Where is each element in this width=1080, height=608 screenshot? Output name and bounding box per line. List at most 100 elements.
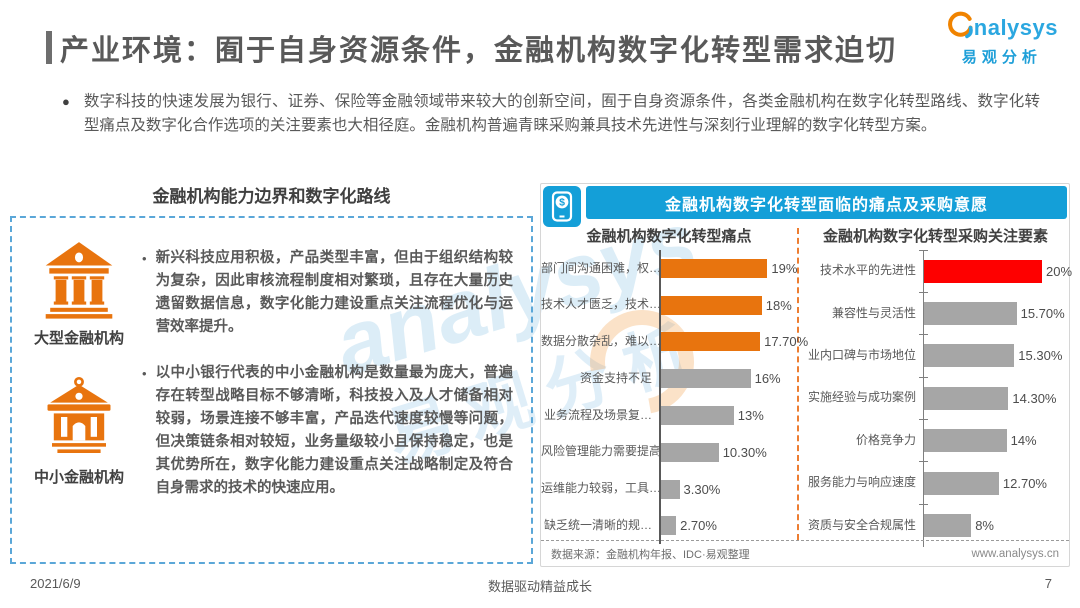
- value-label: 16%: [754, 371, 781, 387]
- category-label: 兼容性与灵活性: [831, 305, 916, 320]
- bar: [661, 516, 677, 536]
- title-accent-bar: [46, 31, 52, 64]
- bar-area: 14.30%: [918, 376, 1072, 420]
- category-label: 缺乏统一清晰的规…: [543, 518, 652, 533]
- purchase-factors-chart-title: 金融机构数字化转型采购关注要素: [823, 228, 1049, 245]
- panel-source-row: 数据来源：金融机构年报、IDC·易观整理 www.analysys.cn: [541, 540, 1069, 566]
- analysys-logo: nalysys 易观分析: [946, 11, 1058, 67]
- footer-page-number: 7: [1044, 576, 1052, 591]
- pain-points-chart: 金融机构数字化转型痛点 部门间沟通困难，权… 19% 技术人才匮乏，技术… 18% 数据…: [541, 226, 808, 545]
- value-label: 20%: [1046, 263, 1073, 279]
- bar: [924, 429, 1007, 453]
- pain-points-rows: 部门间沟通困难，权… 19% 技术人才匮乏，技术… 18% 数据分散杂乱，难以… 17.7…: [541, 250, 808, 545]
- bar: [661, 406, 734, 426]
- bar-area: 8%: [918, 503, 1072, 547]
- chart-row: 风险管理能力需要提高 10.30%: [541, 433, 797, 471]
- small-institution-row: 中小金融机构 • 以中小银行代表的中小金融机构是数量最为庞大，普遍存在转型战略目…: [26, 362, 523, 500]
- institutions-panel: 大型金融机构 • 新兴科技应用积极，产品类型丰富，但由于组织结构较为复杂，因此审…: [10, 216, 533, 564]
- value-label: 12.70%: [1002, 475, 1047, 491]
- list-bullet: •: [142, 251, 147, 266]
- value-label: 2.70%: [680, 518, 717, 534]
- bar-area: 10.30%: [659, 433, 797, 471]
- chart-row: 服务能力与响应速度 12.70%: [799, 461, 1072, 505]
- panel-banner-row: $ 金融机构数字化转型面临的痛点及采购意愿: [541, 186, 1069, 227]
- chart-row: 资质与安全合规属性 8%: [799, 503, 1072, 547]
- chart-row: 业务流程及场景复… 13%: [541, 397, 797, 434]
- mobile-payment-icon: $: [543, 186, 581, 227]
- logo-wordmark: nalysys: [973, 14, 1058, 40]
- pain-points-panel: $ 金融机构数字化转型面临的痛点及采购意愿 金融机构数字化转型痛点 部门间沟通困…: [540, 183, 1073, 567]
- bar-area: 20%: [918, 249, 1073, 293]
- page-title: 产业环境：囿于自身资源条件，金融机构数字化转型需求迫切: [60, 35, 898, 67]
- bar: [661, 442, 719, 462]
- bar-area: 12.70%: [918, 461, 1072, 505]
- bar: [924, 514, 972, 538]
- chart-row: 数据分散杂乱，难以… 17.70%: [541, 323, 808, 361]
- value-label: 13%: [737, 408, 764, 424]
- category-label: 业务流程及场景复…: [543, 407, 652, 422]
- pain-points-chart-title: 金融机构数字化转型痛点: [586, 228, 752, 245]
- value-label: 18%: [765, 297, 792, 313]
- category-label: 技术人才匮乏，技术…: [541, 297, 662, 312]
- chart-row: 业内口碑与市场地位 15.30%: [799, 334, 1072, 378]
- chart-row: 部门间沟通困难，权… 19%: [541, 250, 797, 287]
- logo-swoosh-icon: [946, 11, 974, 44]
- bar-area: 15.30%: [918, 334, 1072, 378]
- bar-area: 14%: [918, 419, 1072, 462]
- value-label: 17.70%: [764, 334, 809, 350]
- value-label: 19%: [771, 260, 798, 276]
- bar: [661, 332, 761, 352]
- charts-area: 金融机构数字化转型痛点 部门间沟通困难，权… 19% 技术人才匮乏，技术… 18% 数据…: [541, 222, 1073, 547]
- list-bullet: •: [142, 366, 147, 381]
- bar: [924, 386, 1009, 410]
- category-label: 部门间沟通困难，权…: [541, 260, 662, 275]
- value-label: 8%: [975, 518, 994, 534]
- website-link[interactable]: www.analysys.cn: [971, 547, 1059, 560]
- bar-area: 16%: [659, 360, 797, 398]
- bar-area: 19%: [659, 250, 797, 287]
- bar-area: 17.70%: [659, 323, 809, 361]
- chart-row: 资金支持不足 16%: [541, 360, 797, 398]
- value-label: 14.30%: [1012, 390, 1057, 406]
- bar-area: 15.70%: [918, 291, 1072, 335]
- bar-area: 3.30%: [659, 470, 797, 508]
- value-label: 10.30%: [722, 444, 767, 460]
- category-label: 风险管理能力需要提高: [541, 444, 662, 459]
- bar-area: 13%: [659, 397, 797, 434]
- footer-date: 2021/6/9: [30, 576, 81, 591]
- purchase-factors-rows: 技术水平的先进性 20% 兼容性与灵活性 15.70% 业内口碑与市场地位 15.30% 实…: [799, 249, 1073, 547]
- purchase-factors-chart: 金融机构数字化转型采购关注要素 技术水平的先进性 20% 兼容性与灵活性 15.70%…: [799, 226, 1073, 547]
- bar: [661, 479, 680, 499]
- panel-banner-title: 金融机构数字化转型面临的痛点及采购意愿: [586, 186, 1067, 219]
- chart-row: 价格竞争力 14%: [799, 419, 1072, 462]
- left-section-title: 金融机构能力边界和数字化路线: [152, 187, 391, 206]
- data-source-note: 数据来源：金融机构年报、IDC·易观整理: [551, 548, 750, 561]
- chart-row: 技术人才匮乏，技术… 18%: [541, 286, 797, 324]
- small-institution-text: 以中小银行代表的中小金融机构是数量最为庞大，普遍存在转型战略目标不够清晰，科技投…: [155, 365, 513, 496]
- bar: [924, 259, 1042, 283]
- category-label: 资金支持不足: [579, 370, 652, 385]
- category-label: 技术水平的先进性: [819, 263, 916, 278]
- large-institution-row: 大型金融机构 • 新兴科技应用积极，产品类型丰富，但由于组织结构较为复杂，因此审…: [26, 238, 523, 348]
- chart-row: 运维能力较弱，工具… 3.30%: [541, 470, 797, 508]
- chart-row: 技术水平的先进性 20%: [799, 249, 1073, 293]
- bar: [661, 369, 751, 389]
- chart-divider: [797, 228, 799, 540]
- bank-large-icon: [43, 242, 115, 324]
- intro-paragraph: ● 数字科技的快速发展为银行、证券、保险等金融领域带来较大的创新空间，囿于自身资…: [62, 90, 1040, 138]
- bank-small-icon: [43, 376, 115, 463]
- large-institution-label: 大型金融机构: [33, 330, 124, 347]
- bullet-dot-icon: ●: [62, 94, 70, 109]
- category-label: 服务能力与响应速度: [807, 475, 916, 490]
- category-label: 资质与安全合规属性: [807, 517, 916, 532]
- value-label: 14%: [1010, 433, 1037, 449]
- intro-text: 数字科技的快速发展为银行、证券、保险等金融领域带来较大的创新空间，囿于自身资源条…: [83, 93, 1040, 134]
- chart-row: 实施经验与成功案例 14.30%: [799, 376, 1072, 420]
- value-label: 3.30%: [683, 481, 721, 497]
- category-label: 数据分散杂乱，难以…: [541, 334, 662, 349]
- chart-row: 缺乏统一清晰的规… 2.70%: [541, 507, 797, 545]
- small-institution-label: 中小金融机构: [33, 469, 124, 486]
- category-label: 业内口碑与市场地位: [807, 348, 916, 363]
- bar-area: 2.70%: [659, 507, 797, 545]
